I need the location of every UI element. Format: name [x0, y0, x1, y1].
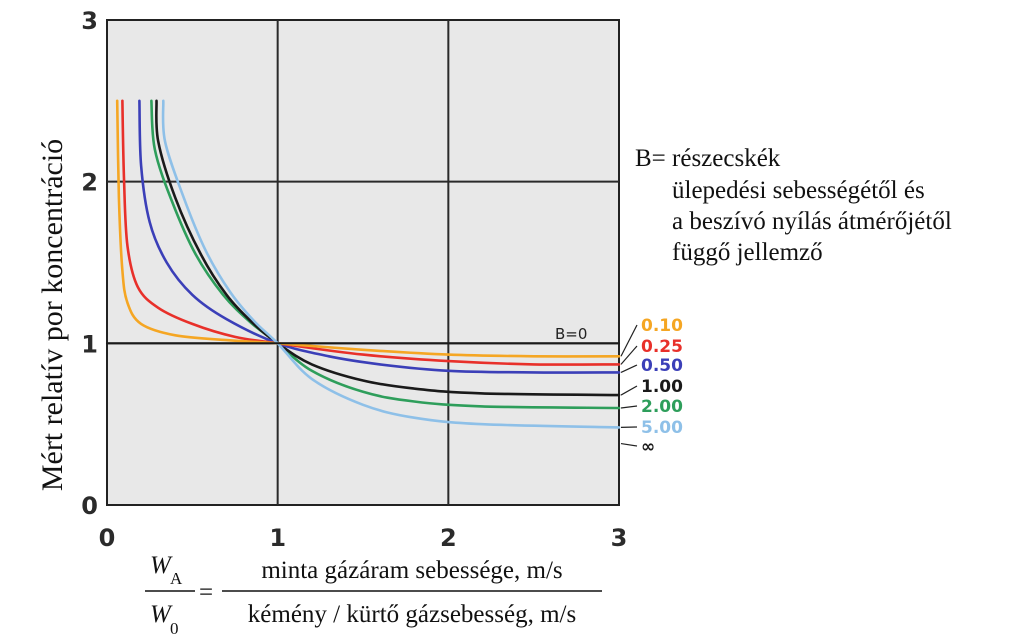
- series-lines: [106, 99, 621, 429]
- series-label: ∞: [641, 437, 655, 457]
- annotation-note: B= részecskék ülepedési sebességétől és …: [635, 145, 952, 266]
- reference-line-label: B=0: [555, 325, 587, 343]
- note-line: a beszívó nyílás átmérőjétől: [672, 208, 952, 235]
- y-tick-label: 3: [81, 7, 98, 35]
- series-label: 2.00: [641, 397, 683, 417]
- note-line: B= részecskék: [635, 145, 781, 172]
- leader-line: [620, 442, 638, 447]
- y-tick-label: 1: [81, 330, 98, 358]
- denominator-subscript: 0: [170, 619, 179, 638]
- y-tick-label: 0: [81, 492, 98, 520]
- y-tick-label: 2: [81, 169, 98, 197]
- series-labels: 0.100.250.501.002.005.00∞: [620, 316, 683, 457]
- leader-line: [620, 345, 638, 365]
- plot-area: [106, 19, 620, 506]
- series-label: 0.25: [641, 337, 683, 357]
- x-tick-label: 0: [99, 524, 116, 552]
- series-label: 0.50: [641, 356, 683, 376]
- x-axis-label: W A W 0 = minta gázáram sebessége, m/s k…: [145, 552, 602, 638]
- denominator-variable: W: [150, 601, 173, 628]
- denominator-text: kémény / kürtő gázsebesség, m/s: [248, 601, 576, 628]
- leader-line: [620, 405, 638, 409]
- y-axis-label: Mért relatív por koncentráció: [36, 139, 69, 491]
- equals-sign: =: [199, 579, 213, 606]
- series-line: [161, 99, 621, 429]
- numerator-variable: W: [150, 552, 173, 579]
- numerator-subscript: A: [170, 569, 183, 588]
- leader-line: [620, 385, 638, 396]
- note-line: függő jellemző: [672, 239, 823, 266]
- x-tick-label: 3: [611, 524, 628, 552]
- series-line: [121, 99, 621, 366]
- x-tick-label: 2: [440, 524, 457, 552]
- leader-line: [620, 364, 638, 373]
- series-line: [115, 99, 621, 358]
- series-line: [138, 99, 621, 374]
- note-line: ülepedési sebességétől és: [672, 177, 925, 204]
- numerator-text: minta gázáram sebessége, m/s: [261, 557, 562, 584]
- series-label: 5.00: [641, 418, 683, 438]
- series-label: 0.10: [641, 316, 683, 336]
- tick-labels: 0 1 2 3 0 1 2 3: [81, 7, 627, 552]
- leader-line: [620, 324, 638, 357]
- series-label: 1.00: [641, 377, 683, 397]
- x-tick-label: 1: [269, 524, 286, 552]
